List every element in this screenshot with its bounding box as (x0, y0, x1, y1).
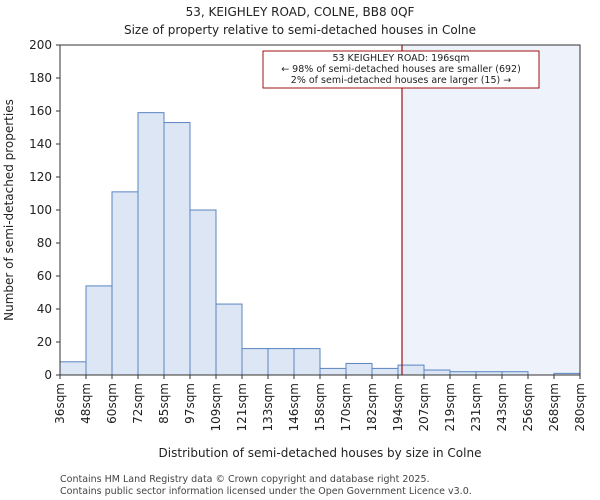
bar-97sqm (189, 209, 217, 376)
y-tick-label-100: 100 (29, 203, 52, 217)
y-tick-label-60: 60 (37, 269, 52, 283)
bar-146sqm (293, 348, 321, 376)
bar-207sqm (423, 369, 451, 376)
bar-109sqm (215, 303, 243, 376)
x-tick-label-219sqm: 219sqm (443, 383, 457, 431)
y-tick-label-20: 20 (37, 335, 52, 349)
y-tick-label-200: 200 (29, 38, 52, 52)
y-tick-label-0: 0 (44, 368, 52, 382)
x-tick-label-60sqm: 60sqm (105, 383, 119, 424)
y-tick-label-80: 80 (37, 236, 52, 250)
x-tick-label-243sqm: 243sqm (495, 383, 509, 431)
footer-line-1: Contains HM Land Registry data © Crown c… (60, 474, 430, 485)
bar-182sqm (371, 367, 399, 376)
x-tick-label-121sqm: 121sqm (235, 383, 249, 431)
bars-group (59, 112, 581, 376)
annotation-box (262, 50, 540, 89)
annotation-line-2: ← 98% of semi-detached houses are smalle… (281, 64, 521, 75)
bar-36sqm (59, 361, 87, 376)
y-tick-label-40: 40 (37, 302, 52, 316)
y-tick-label-180: 180 (29, 71, 52, 85)
bar-60sqm (111, 191, 139, 376)
x-tick-label-48sqm: 48sqm (79, 383, 93, 424)
x-tick-label-85sqm: 85sqm (157, 383, 171, 424)
x-axis-label: Distribution of semi-detached houses by … (159, 446, 482, 460)
x-tick-label-194sqm: 194sqm (391, 383, 405, 431)
y-axis-ticks: 0 20 40 60 80 100 120 140 160 180 200 (29, 38, 60, 382)
bar-121sqm (241, 348, 269, 376)
x-tick-label-133sqm: 133sqm (261, 383, 275, 431)
x-tick-label-256sqm: 256sqm (521, 383, 535, 431)
bar-133sqm (267, 348, 295, 376)
bar-170sqm (345, 362, 373, 376)
x-axis-ticks: 36sqm 48sqm 60sqm 72sqm 85sqm 97sqm 109sqm 121s… (53, 375, 587, 431)
x-tick-label-97sqm: 97sqm (183, 383, 197, 424)
y-tick-label-120: 120 (29, 170, 52, 184)
x-tick-label-231sqm: 231sqm (469, 383, 483, 431)
x-tick-label-158sqm: 158sqm (313, 383, 327, 431)
footer-line-2: Contains public sector information licen… (60, 486, 472, 497)
bar-72sqm (137, 112, 165, 376)
chart-title: 53, KEIGHLEY ROAD, COLNE, BB8 0QF (186, 5, 415, 19)
x-tick-label-207sqm: 207sqm (417, 383, 431, 431)
x-tick-label-109sqm: 109sqm (209, 383, 223, 431)
x-tick-label-36sqm: 36sqm (53, 383, 67, 424)
x-tick-label-146sqm: 146sqm (287, 383, 301, 431)
y-axis-label: Number of semi-detached properties (2, 99, 16, 321)
x-tick-label-170sqm: 170sqm (339, 383, 353, 431)
bar-85sqm (163, 122, 191, 376)
annotation-line-3: 2% of semi-detached houses are larger (1… (291, 75, 511, 86)
larger-properties-region (402, 45, 580, 375)
chart-subtitle: Size of property relative to semi-detach… (124, 23, 476, 37)
x-tick-label-268sqm: 268sqm (547, 383, 561, 431)
bar-158sqm (319, 367, 347, 376)
bar-48sqm (85, 285, 113, 376)
y-tick-label-160: 160 (29, 104, 52, 118)
y-tick-label-140: 140 (29, 137, 52, 151)
x-tick-label-182sqm: 182sqm (365, 383, 379, 431)
x-tick-label-72sqm: 72sqm (131, 383, 145, 424)
annotation-line-1: 53 KEIGHLEY ROAD: 196sqm (332, 53, 469, 64)
x-tick-label-280sqm: 280sqm (573, 383, 587, 431)
